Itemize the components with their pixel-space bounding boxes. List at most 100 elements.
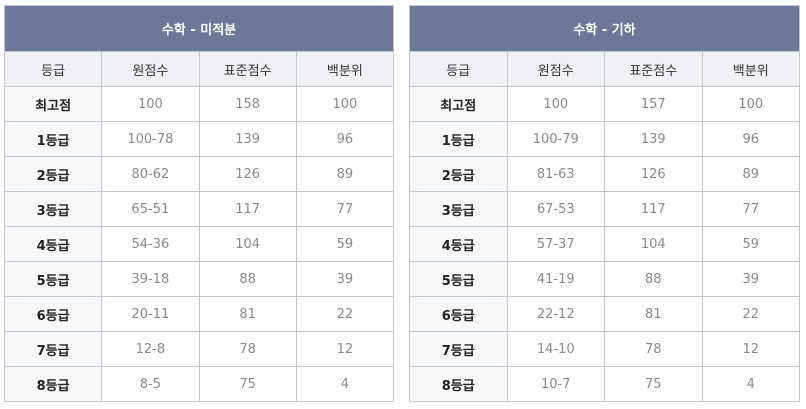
standard-score-cell: 81 (604, 296, 703, 332)
table-row: 7등급 14-10 78 12 (409, 331, 800, 367)
raw-score-cell: 65-51 (101, 191, 200, 227)
raw-score-cell: 22-12 (506, 296, 605, 332)
table-row: 2등급 81-63 126 89 (409, 156, 800, 192)
column-header-percentile: 백분위 (701, 51, 800, 87)
percentile-cell: 4 (295, 366, 395, 402)
percentile-cell: 96 (295, 121, 395, 157)
standard-score-cell: 157 (604, 86, 703, 122)
raw-score-cell: 81-63 (506, 156, 605, 192)
grade-cell: 2등급 (3, 156, 103, 192)
raw-score-cell: 100-78 (101, 121, 200, 157)
table-body: 최고점 100 158 100 1등급 100-78 139 96 2등급 80-62 126 89 3… (3, 86, 395, 402)
column-header-grade: 등급 (409, 51, 508, 87)
table-title: 수학 - 기하 (409, 5, 800, 52)
raw-score-cell: 54-36 (101, 226, 200, 262)
table-row: 4등급 57-37 104 59 (409, 226, 800, 262)
percentile-cell: 89 (701, 156, 800, 192)
percentile-cell: 59 (295, 226, 395, 262)
column-header-grade: 등급 (3, 51, 103, 87)
table-row: 3등급 67-53 117 77 (409, 191, 800, 227)
standard-score-cell: 117 (198, 191, 297, 227)
standard-score-cell: 75 (198, 366, 297, 402)
grade-cell: 3등급 (3, 191, 103, 227)
percentile-cell: 77 (295, 191, 395, 227)
table-row: 1등급 100-78 139 96 (3, 121, 395, 157)
grade-cell: 8등급 (409, 366, 508, 402)
table-row: 4등급 54-36 104 59 (3, 226, 395, 262)
table-title: 수학 - 미적분 (4, 5, 394, 52)
grade-cell: 최고점 (409, 86, 508, 122)
percentile-cell: 100 (701, 86, 800, 122)
standard-score-cell: 139 (604, 121, 703, 157)
percentile-cell: 22 (295, 296, 395, 332)
raw-score-cell: 100 (101, 86, 200, 122)
grade-cell: 5등급 (409, 261, 508, 297)
grade-cell: 최고점 (3, 86, 103, 122)
table-body: 최고점 100 157 100 1등급 100-79 139 96 2등급 81-63 126 89 3… (409, 86, 800, 402)
percentile-cell: 22 (701, 296, 800, 332)
raw-score-cell: 20-11 (101, 296, 200, 332)
grade-cell: 6등급 (3, 296, 103, 332)
percentile-cell: 12 (295, 331, 395, 367)
raw-score-cell: 14-10 (506, 331, 605, 367)
grade-cell: 2등급 (409, 156, 508, 192)
table-row: 8등급 8-5 75 4 (3, 366, 395, 402)
table-row: 5등급 39-18 88 39 (3, 261, 395, 297)
standard-score-cell: 117 (604, 191, 703, 227)
column-header-raw-score: 원점수 (101, 51, 200, 87)
percentile-cell: 77 (701, 191, 800, 227)
grade-cell: 4등급 (3, 226, 103, 262)
raw-score-cell: 12-8 (101, 331, 200, 367)
raw-score-cell: 100-79 (506, 121, 605, 157)
grade-cell: 6등급 (409, 296, 508, 332)
raw-score-cell: 57-37 (506, 226, 605, 262)
column-header-standard-score: 표준점수 (604, 51, 703, 87)
raw-score-cell: 80-62 (101, 156, 200, 192)
column-header-percentile: 백분위 (295, 51, 395, 87)
table-row: 2등급 80-62 126 89 (3, 156, 395, 192)
standard-score-cell: 158 (198, 86, 297, 122)
column-header-standard-score: 표준점수 (198, 51, 297, 87)
grade-table-calculus: 수학 - 미적분 등급 원점수 표준점수 백분위 최고점 100 158 100 1등급… (3, 5, 395, 402)
standard-score-cell: 126 (198, 156, 297, 192)
standard-score-cell: 104 (604, 226, 703, 262)
table-row: 최고점 100 158 100 (3, 86, 395, 122)
column-header-raw-score: 원점수 (506, 51, 605, 87)
grade-cell: 7등급 (409, 331, 508, 367)
standard-score-cell: 75 (604, 366, 703, 402)
percentile-cell: 39 (295, 261, 395, 297)
standard-score-cell: 81 (198, 296, 297, 332)
table-row: 6등급 20-11 81 22 (3, 296, 395, 332)
standard-score-cell: 78 (198, 331, 297, 367)
grade-cell: 8등급 (3, 366, 103, 402)
table-row: 최고점 100 157 100 (409, 86, 800, 122)
grade-cell: 1등급 (409, 121, 508, 157)
standard-score-cell: 78 (604, 331, 703, 367)
table-row: 3등급 65-51 117 77 (3, 191, 395, 227)
standard-score-cell: 88 (198, 261, 297, 297)
percentile-cell: 100 (295, 86, 395, 122)
standard-score-cell: 126 (604, 156, 703, 192)
percentile-cell: 39 (701, 261, 800, 297)
percentile-cell: 4 (701, 366, 800, 402)
raw-score-cell: 10-7 (506, 366, 605, 402)
percentile-cell: 96 (701, 121, 800, 157)
grade-cell: 7등급 (3, 331, 103, 367)
grade-table-geometry: 수학 - 기하 등급 원점수 표준점수 백분위 최고점 100 157 100 1등급 1… (409, 5, 800, 402)
table-row: 5등급 41-19 88 39 (409, 261, 800, 297)
raw-score-cell: 100 (506, 86, 605, 122)
raw-score-cell: 41-19 (506, 261, 605, 297)
raw-score-cell: 39-18 (101, 261, 200, 297)
standard-score-cell: 104 (198, 226, 297, 262)
raw-score-cell: 67-53 (506, 191, 605, 227)
percentile-cell: 59 (701, 226, 800, 262)
standard-score-cell: 88 (604, 261, 703, 297)
table-row: 1등급 100-79 139 96 (409, 121, 800, 157)
table-row: 7등급 12-8 78 12 (3, 331, 395, 367)
grade-cell: 4등급 (409, 226, 508, 262)
standard-score-cell: 139 (198, 121, 297, 157)
raw-score-cell: 8-5 (101, 366, 200, 402)
grade-cell: 1등급 (3, 121, 103, 157)
percentile-cell: 12 (701, 331, 800, 367)
grade-cell: 5등급 (3, 261, 103, 297)
